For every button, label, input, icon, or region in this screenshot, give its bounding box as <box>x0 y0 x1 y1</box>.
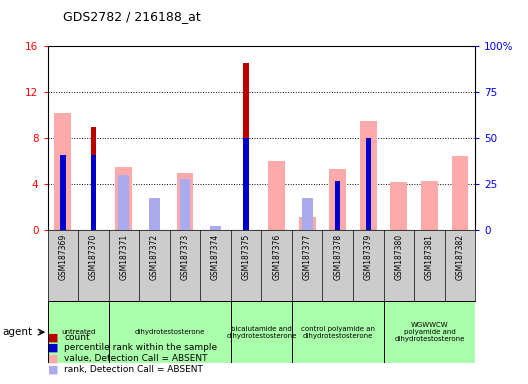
Text: rank, Detection Call = ABSENT: rank, Detection Call = ABSENT <box>64 365 203 374</box>
Text: dihydrotestosterone: dihydrotestosterone <box>135 329 205 335</box>
Bar <box>176 173 193 230</box>
Text: ■: ■ <box>48 364 58 374</box>
Bar <box>390 182 407 230</box>
Text: GSM187374: GSM187374 <box>211 234 220 280</box>
Text: agent: agent <box>3 327 33 337</box>
Text: ■: ■ <box>48 343 58 353</box>
Text: GSM187378: GSM187378 <box>333 234 342 280</box>
Text: GSM187372: GSM187372 <box>150 234 159 280</box>
Text: untreated: untreated <box>61 329 95 335</box>
Bar <box>360 121 376 230</box>
Text: GSM187376: GSM187376 <box>272 234 281 280</box>
Bar <box>243 138 249 230</box>
Bar <box>301 198 313 230</box>
Text: bicalutamide and
dihydrotestosterone: bicalutamide and dihydrotestosterone <box>226 326 297 339</box>
Text: GSM187377: GSM187377 <box>303 234 312 280</box>
Text: GSM187375: GSM187375 <box>242 234 251 280</box>
Text: value, Detection Call = ABSENT: value, Detection Call = ABSENT <box>64 354 208 363</box>
Bar <box>91 155 96 230</box>
Bar <box>116 167 133 230</box>
Text: GSM187369: GSM187369 <box>58 234 67 280</box>
Text: percentile rank within the sample: percentile rank within the sample <box>64 343 218 353</box>
Text: GSM187381: GSM187381 <box>425 234 434 280</box>
Text: GSM187380: GSM187380 <box>394 234 403 280</box>
Text: ■: ■ <box>48 354 58 364</box>
Bar <box>210 226 221 230</box>
Bar <box>451 156 468 230</box>
Text: GSM187373: GSM187373 <box>181 234 190 280</box>
Bar <box>91 127 96 230</box>
Text: ■: ■ <box>48 332 58 342</box>
Bar <box>292 301 383 363</box>
Bar <box>243 63 249 230</box>
Text: GDS2782 / 216188_at: GDS2782 / 216188_at <box>63 10 201 23</box>
Bar <box>421 181 438 230</box>
Bar <box>48 301 109 363</box>
Bar <box>329 169 346 230</box>
Bar <box>383 301 475 363</box>
Bar <box>365 138 371 230</box>
Bar <box>54 113 71 230</box>
Bar <box>335 180 341 230</box>
Text: control polyamide an
dihydrotestosterone: control polyamide an dihydrotestosterone <box>301 326 375 339</box>
Text: GSM187379: GSM187379 <box>364 234 373 280</box>
Text: count: count <box>64 333 90 342</box>
Text: GSM187370: GSM187370 <box>89 234 98 280</box>
Text: GSM187382: GSM187382 <box>456 234 465 280</box>
Bar <box>299 217 316 230</box>
Bar <box>149 198 160 230</box>
Bar <box>268 161 285 230</box>
Bar <box>231 301 292 363</box>
Bar <box>118 175 129 230</box>
Bar <box>109 301 231 363</box>
Bar <box>180 179 191 230</box>
Text: WGWWCW
polyamide and
dihydrotestosterone: WGWWCW polyamide and dihydrotestosterone <box>394 322 465 342</box>
Bar <box>60 155 65 230</box>
Text: GSM187371: GSM187371 <box>119 234 128 280</box>
